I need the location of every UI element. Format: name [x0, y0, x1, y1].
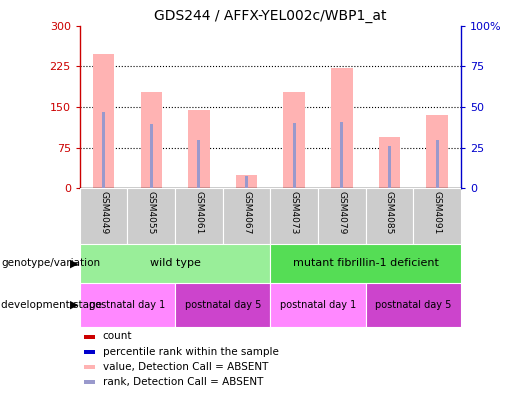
- Text: GSM4055: GSM4055: [147, 191, 156, 234]
- Bar: [318, 188, 366, 244]
- Text: GSM4079: GSM4079: [337, 191, 346, 234]
- Bar: [436, 141, 439, 188]
- Bar: [93, 54, 114, 188]
- Text: development stage: development stage: [1, 300, 102, 310]
- Text: rank, Detection Call = ABSENT: rank, Detection Call = ABSENT: [102, 377, 263, 387]
- Text: postnatal day 5: postnatal day 5: [184, 300, 261, 310]
- Text: GSM4049: GSM4049: [99, 191, 108, 234]
- Bar: [188, 110, 210, 188]
- Bar: [283, 92, 305, 188]
- Text: GSM4091: GSM4091: [433, 191, 441, 234]
- Bar: [222, 188, 270, 244]
- Text: genotype/variation: genotype/variation: [1, 258, 100, 268]
- Bar: [197, 141, 200, 188]
- Text: GSM4061: GSM4061: [195, 191, 203, 234]
- Text: postnatal day 1: postnatal day 1: [89, 300, 166, 310]
- Text: GSM4067: GSM4067: [242, 191, 251, 234]
- Bar: [141, 92, 162, 188]
- Bar: [331, 68, 353, 188]
- Bar: [413, 188, 461, 244]
- Bar: [80, 283, 175, 327]
- Bar: [150, 124, 153, 188]
- Bar: [236, 175, 258, 188]
- Bar: [83, 365, 95, 369]
- Title: GDS244 / AFFX-YEL002c/WBP1_at: GDS244 / AFFX-YEL002c/WBP1_at: [154, 10, 387, 23]
- Text: value, Detection Call = ABSENT: value, Detection Call = ABSENT: [102, 362, 268, 372]
- Bar: [426, 115, 448, 188]
- Bar: [175, 283, 270, 327]
- Text: GSM4073: GSM4073: [290, 191, 299, 234]
- Text: percentile rank within the sample: percentile rank within the sample: [102, 346, 279, 357]
- Bar: [175, 188, 222, 244]
- Bar: [245, 176, 248, 188]
- Bar: [388, 146, 391, 188]
- Bar: [379, 137, 400, 188]
- Text: wild type: wild type: [150, 258, 200, 268]
- Bar: [83, 335, 95, 339]
- Bar: [293, 123, 296, 188]
- Bar: [80, 244, 270, 283]
- Text: GSM4085: GSM4085: [385, 191, 394, 234]
- Text: ▶: ▶: [70, 258, 78, 268]
- Bar: [83, 350, 95, 354]
- Text: postnatal day 5: postnatal day 5: [375, 300, 452, 310]
- Bar: [340, 122, 344, 188]
- Bar: [270, 188, 318, 244]
- Bar: [366, 188, 413, 244]
- Bar: [366, 283, 461, 327]
- Bar: [270, 244, 461, 283]
- Text: ▶: ▶: [70, 300, 78, 310]
- Bar: [128, 188, 175, 244]
- Bar: [270, 283, 366, 327]
- Text: postnatal day 1: postnatal day 1: [280, 300, 356, 310]
- Bar: [80, 188, 128, 244]
- Text: count: count: [102, 331, 132, 341]
- Bar: [83, 380, 95, 385]
- Text: mutant fibrillin-1 deficient: mutant fibrillin-1 deficient: [293, 258, 439, 268]
- Bar: [102, 112, 105, 188]
